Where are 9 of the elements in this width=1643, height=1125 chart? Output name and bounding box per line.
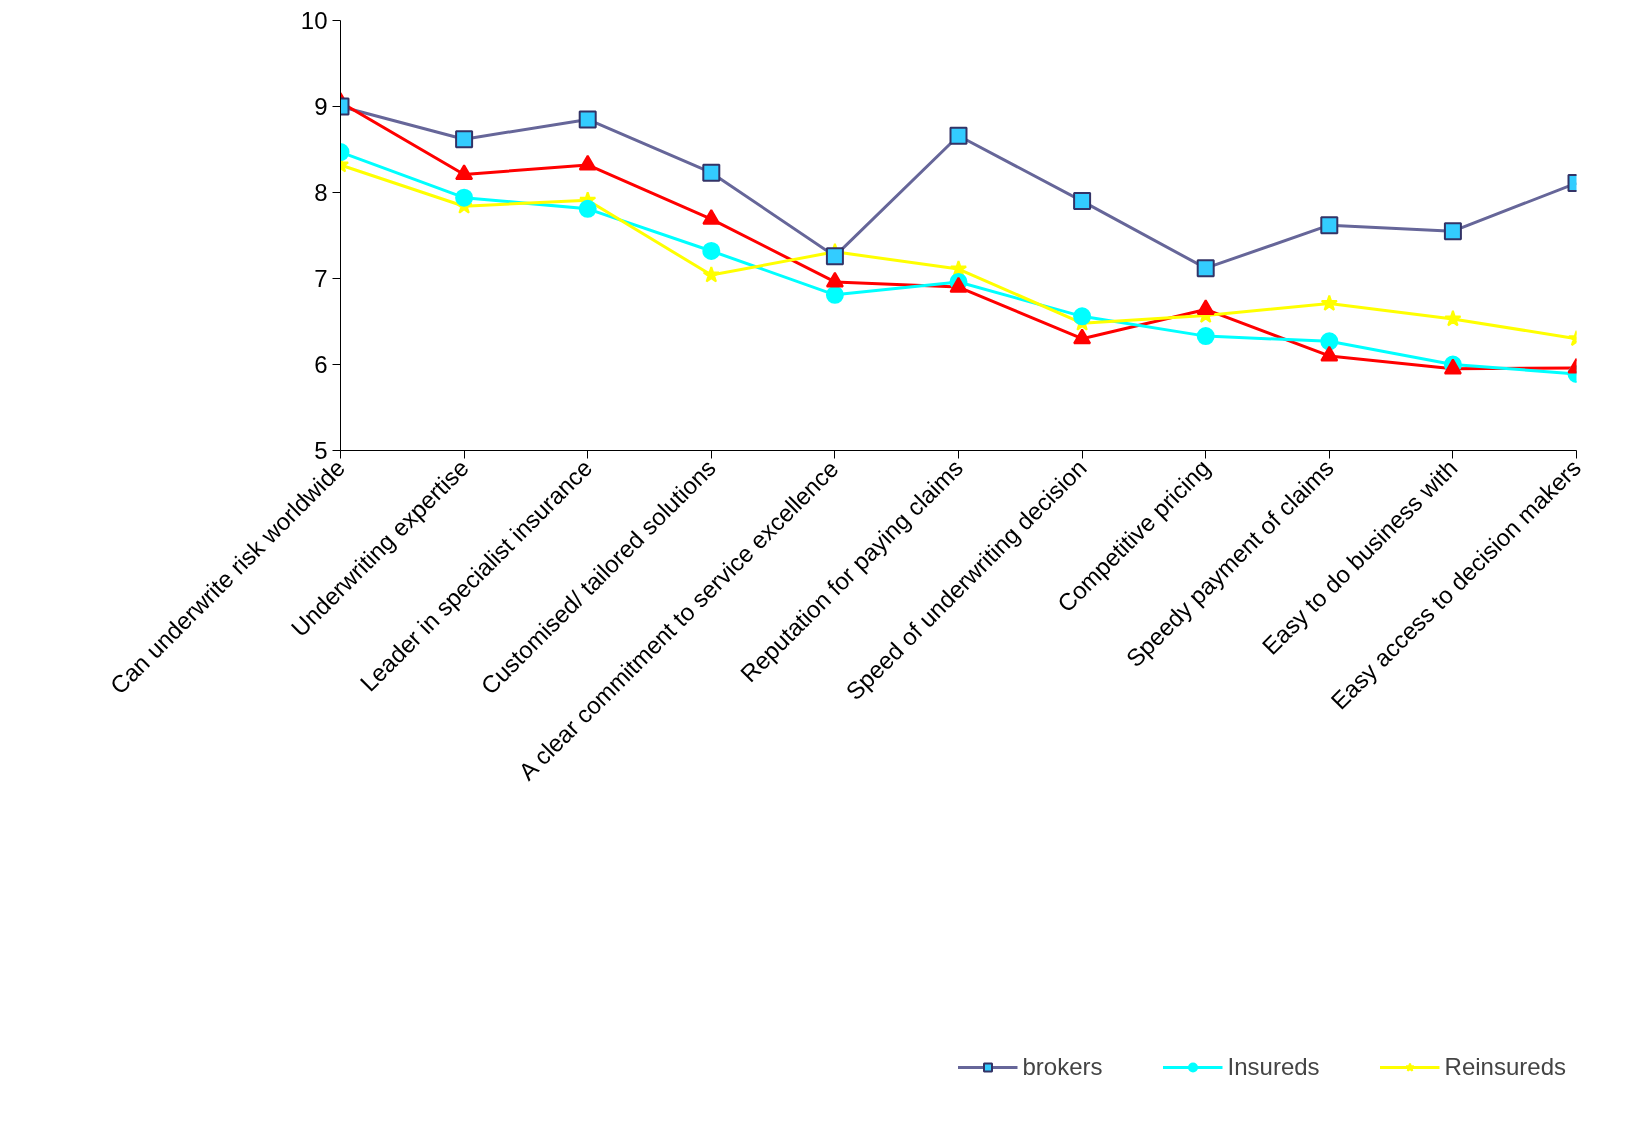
y-tick-label: 6 bbox=[314, 351, 328, 378]
y-tick-label: 7 bbox=[314, 265, 328, 292]
y-tick-label: 10 bbox=[300, 7, 328, 34]
y-tick-label: 9 bbox=[314, 93, 328, 120]
legend-label: brokers bbox=[1022, 1053, 1103, 1081]
y-tick-label: 5 bbox=[314, 437, 328, 464]
legend-label: Insureds bbox=[1227, 1053, 1320, 1081]
legend-label: Reinsureds bbox=[1444, 1053, 1566, 1081]
y-tick-label: 8 bbox=[314, 179, 328, 206]
